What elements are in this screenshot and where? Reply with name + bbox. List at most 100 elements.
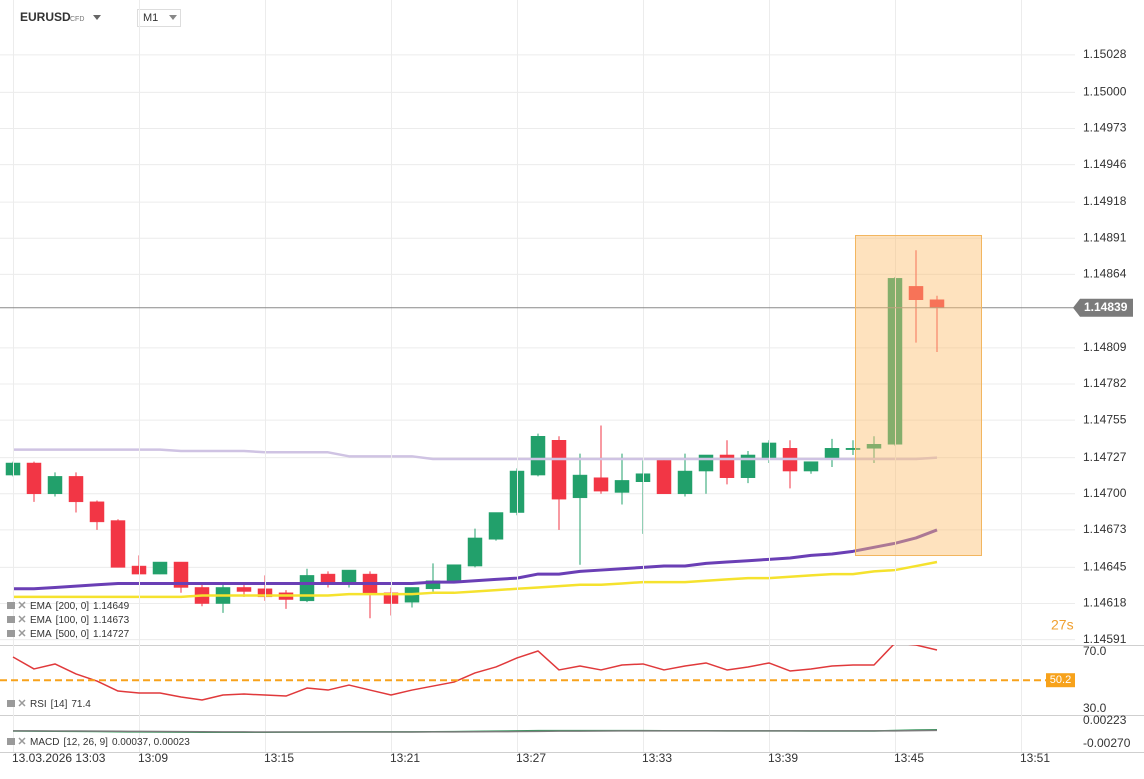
legend-close [18, 737, 26, 745]
timeframe[interactable]: M1 [143, 12, 158, 24]
legend-part: 1.14649 [93, 601, 130, 612]
x-tick-label: 13:51 [1020, 751, 1050, 765]
candle-body [530, 435, 546, 476]
countdown: 27s [1051, 617, 1074, 633]
legend-part: 71.4 [71, 699, 91, 710]
y-tick-label: 1.14755 [1083, 412, 1127, 426]
candle-body [68, 476, 84, 503]
candle-body [908, 286, 924, 301]
y-tick-label: -0.00270 [1083, 736, 1131, 750]
legend-part: [100, 0] [56, 615, 90, 626]
legend-entry: RSI [14] 71.4 [30, 699, 91, 710]
candle-body [866, 444, 882, 449]
x-tick-label: 13.03.2026 13:03 [12, 751, 106, 765]
candle-body [845, 448, 861, 450]
candle-body [467, 537, 483, 567]
y-tick-label: 1.14727 [1083, 450, 1127, 464]
badge: CFD [70, 16, 84, 23]
y-tick-label: 1.14864 [1083, 266, 1127, 280]
candle-body [614, 480, 630, 493]
pane [12, 728, 938, 733]
y-tick-label: 1.14591 [1083, 632, 1127, 646]
candle-body [572, 474, 588, 499]
legend-part: MACD [30, 737, 59, 748]
legend-entry: MACD [12, 26, 9] 0.00037, 0.00023 [30, 737, 190, 748]
legend-part: 0.00037, 0.00023 [112, 737, 190, 748]
y-tick-label: 70.0 [1083, 644, 1107, 658]
y-tick-label: 1.14645 [1083, 560, 1127, 574]
candle-body [446, 564, 462, 583]
x-tick-label: 13:27 [516, 751, 546, 765]
y-tick-label: 1.14891 [1083, 230, 1127, 244]
last-price-label: 1.14839 [1084, 300, 1128, 314]
legend-icon [7, 700, 15, 707]
y-tick-label: 1.14700 [1083, 486, 1127, 500]
legend-part: 1.14673 [93, 615, 130, 626]
legend-icon [7, 616, 15, 623]
dropdown-caret[interactable] [93, 15, 101, 20]
candle-body [656, 460, 672, 495]
candle-body [740, 454, 756, 478]
pane [12, 645, 938, 701]
highlight-box [855, 235, 982, 556]
x-tick-label: 13:09 [138, 751, 168, 765]
y-tick-label: 1.14918 [1083, 194, 1127, 208]
legend-part: EMA [30, 601, 52, 612]
candle-body [110, 520, 126, 568]
y-tick-label: 30.0 [1083, 701, 1107, 715]
indicator-line [13, 560, 938, 599]
candle-body [719, 454, 735, 478]
legend-icon [7, 602, 15, 609]
x-tick-label: 13:39 [768, 751, 798, 765]
legend-part: EMA [30, 629, 52, 640]
y-tick-label: 1.14673 [1083, 522, 1127, 536]
candle-body [173, 561, 189, 588]
legend-part: 1.14727 [93, 629, 130, 640]
indicator-line [12, 729, 938, 733]
legend-close [18, 601, 26, 609]
y-tick-label: 1.15000 [1083, 85, 1127, 99]
dropdown-caret[interactable] [169, 15, 177, 20]
legend-icon [7, 630, 15, 637]
x-tick-label: 13:15 [264, 751, 294, 765]
candle-body [593, 477, 609, 492]
level-label-box [1046, 673, 1075, 688]
symbol[interactable]: EURUSD [20, 10, 71, 24]
candle-body [47, 476, 63, 495]
legend-icon [7, 738, 15, 745]
y-tick-label: 1.15028 [1083, 47, 1127, 61]
y-tick-label: 1.14782 [1083, 376, 1127, 390]
legend-part: [500, 0] [56, 629, 90, 640]
y-tick-label: 1.14618 [1083, 596, 1127, 610]
last-price-box [1073, 298, 1133, 317]
indicator-line [13, 448, 938, 461]
x-tick-label: 13:21 [390, 751, 420, 765]
y-tick-label: 1.14809 [1083, 340, 1127, 354]
legend-part: [12, 26, 9] [63, 737, 108, 748]
legend-part: EMA [30, 615, 52, 626]
legend-part: RSI [30, 699, 47, 710]
legend-part: [200, 0] [56, 601, 90, 612]
candle-body [341, 569, 357, 584]
candle-body [26, 462, 42, 495]
level-label: 50.2 [1050, 674, 1071, 686]
indicator-line [13, 528, 938, 591]
candle-body [89, 501, 105, 523]
candle-body [803, 461, 819, 472]
y-tick-label: 1.14973 [1083, 121, 1127, 135]
legend-entry: EMA [500, 0] 1.14727 [30, 629, 130, 640]
candle-body [236, 587, 252, 592]
candle-body [677, 470, 693, 495]
legend-entry: EMA [100, 0] 1.14673 [30, 615, 130, 626]
candle-body [824, 448, 840, 460]
indicator-line [12, 645, 938, 701]
candle-body [488, 512, 504, 540]
legend-close [18, 615, 26, 623]
y-tick-label: 1.14946 [1083, 157, 1127, 171]
candle-body [698, 454, 714, 472]
legend-close [18, 699, 26, 707]
legend-entry: EMA [200, 0] 1.14649 [30, 601, 130, 612]
timeframe-box[interactable] [137, 9, 181, 27]
candle-body [152, 561, 168, 575]
candle-body [299, 575, 315, 602]
